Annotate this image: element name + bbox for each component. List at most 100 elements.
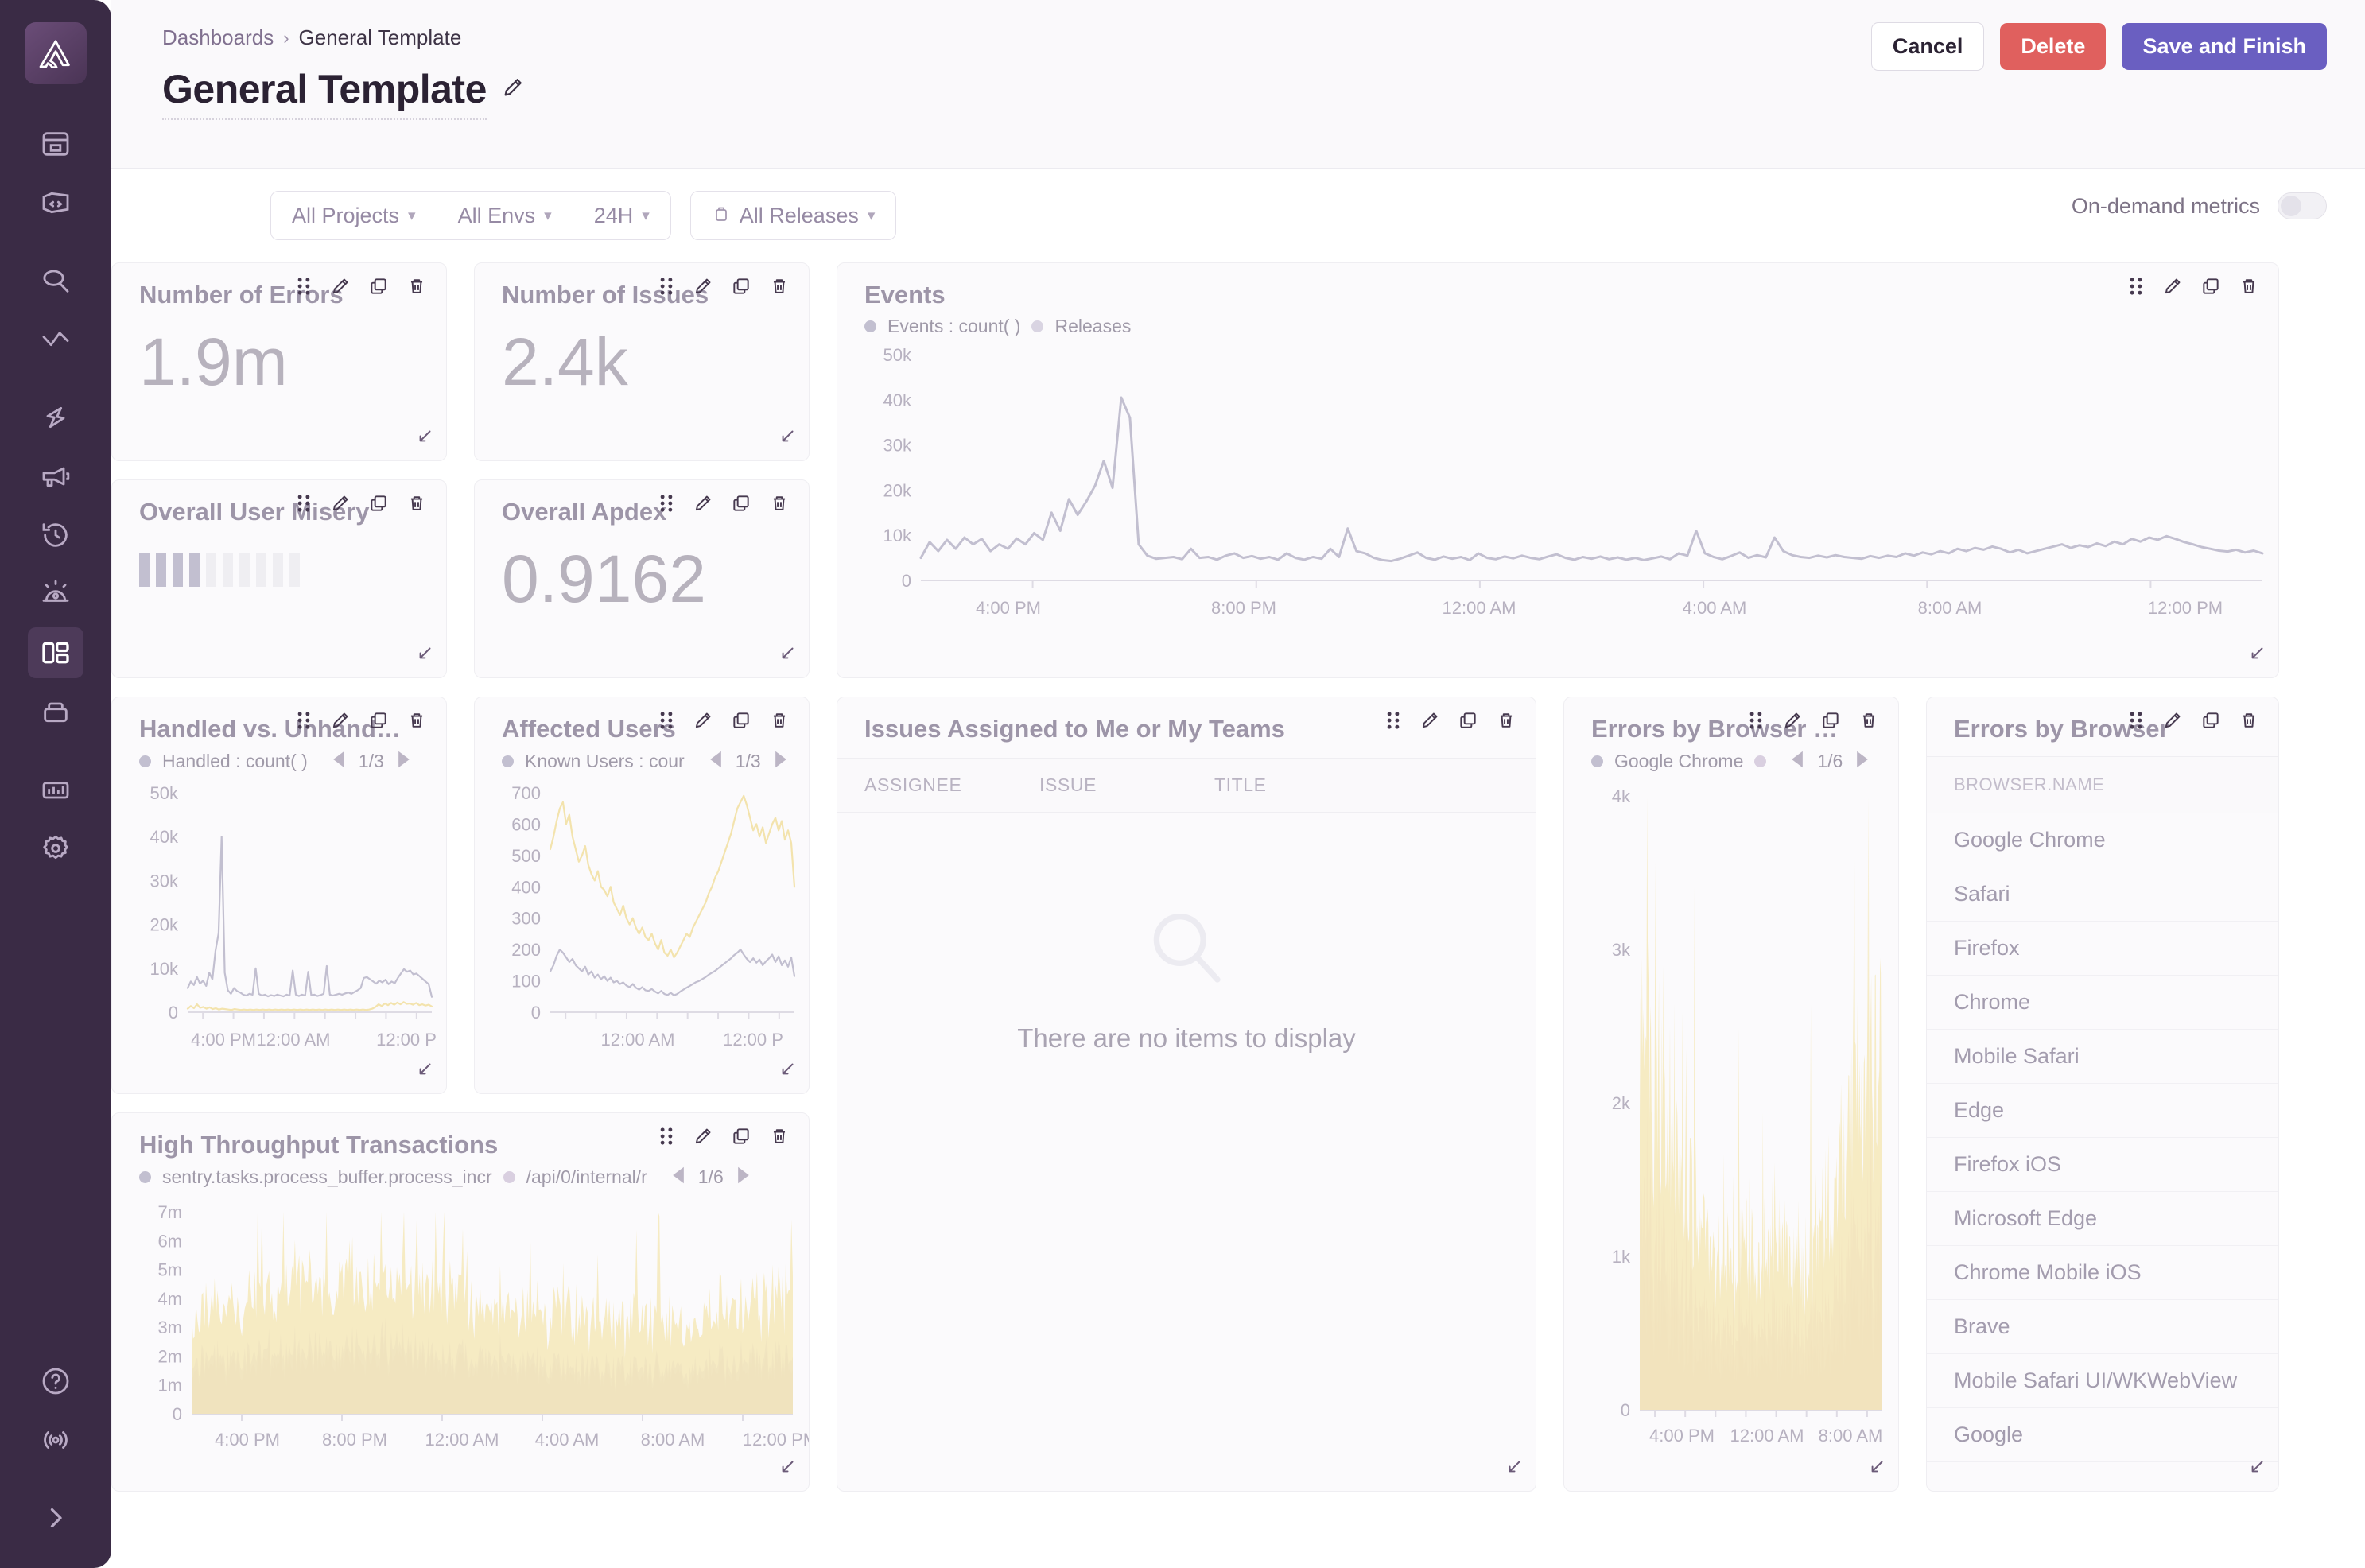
delete-button[interactable]: Delete (2000, 23, 2107, 70)
sentry-logo-icon[interactable] (25, 22, 87, 84)
widget-handled-vs-unhandled[interactable]: Handled vs. Unhandled Handled : count( )… (111, 697, 447, 1094)
pencil-icon[interactable] (693, 493, 713, 518)
trash-icon[interactable] (769, 710, 790, 735)
sidebar-expand[interactable] (28, 1492, 83, 1543)
trash-icon[interactable] (2239, 276, 2259, 301)
list-item[interactable]: Google (1927, 1408, 2278, 1462)
resize-handle-icon[interactable] (777, 643, 798, 668)
release-filter[interactable]: All Releases ▾ (691, 192, 896, 239)
page-title[interactable]: General Template (162, 68, 487, 120)
trash-icon[interactable] (406, 276, 427, 301)
pencil-icon[interactable] (693, 276, 713, 301)
sidebar-item-stats[interactable] (28, 764, 83, 815)
on-demand-metrics-toggle[interactable] (2278, 192, 2327, 219)
list-item[interactable]: Chrome (1927, 976, 2278, 1030)
widget-affected-users[interactable]: Affected Users Known Users : cour 1/3 (474, 697, 810, 1094)
legend-prev-button[interactable] (330, 750, 348, 774)
list-item[interactable]: Microsoft Edge (1927, 1192, 2278, 1246)
duplicate-icon[interactable] (368, 493, 389, 518)
breadcrumb-dashboards[interactable]: Dashboards (162, 25, 274, 49)
trash-icon[interactable] (406, 493, 427, 518)
pencil-icon[interactable] (330, 710, 351, 735)
column-issue[interactable]: ISSUE (1039, 774, 1097, 795)
duplicate-icon[interactable] (731, 1126, 751, 1151)
sidebar-item-alerts[interactable] (28, 569, 83, 619)
resize-handle-icon[interactable] (1504, 1457, 1524, 1481)
column-browser-name[interactable]: BROWSER.NAME (1927, 755, 2278, 813)
legend-prev-button[interactable] (707, 750, 724, 774)
pencil-icon[interactable] (1419, 710, 1440, 735)
sidebar-item-issues[interactable] (28, 118, 83, 169)
project-filter[interactable]: All Projects ▾ (271, 192, 437, 239)
trash-icon[interactable] (769, 493, 790, 518)
legend-prev-button[interactable] (1788, 750, 1806, 774)
resize-handle-icon[interactable] (414, 1059, 435, 1084)
sidebar-item-replays[interactable] (28, 451, 83, 502)
legend-next-button[interactable] (772, 750, 790, 774)
trash-icon[interactable] (406, 710, 427, 735)
drag-handle-icon[interactable] (658, 276, 675, 301)
sidebar-item-profiling[interactable] (28, 392, 83, 443)
column-assignee[interactable]: ASSIGNEE (864, 774, 962, 795)
duplicate-icon[interactable] (2200, 710, 2221, 735)
sidebar-item-performance[interactable] (28, 314, 83, 365)
legend-next-button[interactable] (395, 750, 413, 774)
duplicate-icon[interactable] (368, 710, 389, 735)
resize-handle-icon[interactable] (2247, 643, 2267, 668)
duplicate-icon[interactable] (368, 276, 389, 301)
resize-handle-icon[interactable] (777, 1059, 798, 1084)
time-filter[interactable]: 24H ▾ (573, 192, 670, 239)
trash-icon[interactable] (1496, 710, 1516, 735)
duplicate-icon[interactable] (1820, 710, 1841, 735)
resize-handle-icon[interactable] (777, 426, 798, 451)
legend-prev-button[interactable] (670, 1166, 687, 1190)
resize-handle-icon[interactable] (2247, 1457, 2267, 1481)
list-item[interactable]: Firefox (1927, 922, 2278, 976)
sidebar-broadcast[interactable] (28, 1415, 83, 1465)
pencil-icon[interactable] (2162, 710, 2183, 735)
drag-handle-icon[interactable] (295, 493, 313, 518)
drag-handle-icon[interactable] (1747, 710, 1765, 735)
list-item[interactable]: Mobile Safari UI/WKWebView (1927, 1354, 2278, 1408)
list-item[interactable]: Safari (1927, 867, 2278, 922)
drag-handle-icon[interactable] (295, 710, 313, 735)
widget-errors-by-browser[interactable]: Errors by Browser BROWSER.NAME Google Ch… (1926, 697, 2279, 1492)
save-and-finish-button[interactable]: Save and Finish (2122, 23, 2327, 70)
sidebar-item-dashboards[interactable] (28, 627, 83, 678)
resize-handle-icon[interactable] (414, 426, 435, 451)
drag-handle-icon[interactable] (295, 276, 313, 301)
list-item[interactable]: Chrome Mobile iOS (1927, 1246, 2278, 1300)
duplicate-icon[interactable] (1458, 710, 1478, 735)
trash-icon[interactable] (2239, 710, 2259, 735)
widget-errors-by-browser-overtime[interactable]: Errors by Browser Ove… Google Chrome 1/6 (1563, 697, 1899, 1492)
trash-icon[interactable] (769, 1126, 790, 1151)
sidebar-item-settings[interactable] (28, 823, 83, 874)
drag-handle-icon[interactable] (658, 493, 675, 518)
drag-handle-icon[interactable] (658, 710, 675, 735)
legend-next-button[interactable] (735, 1166, 752, 1190)
resize-handle-icon[interactable] (777, 1457, 798, 1481)
pencil-icon[interactable] (1782, 710, 1803, 735)
resize-handle-icon[interactable] (1866, 1457, 1887, 1481)
env-filter[interactable]: All Envs ▾ (437, 192, 573, 239)
trash-icon[interactable] (1858, 710, 1879, 735)
list-item[interactable]: Mobile Safari (1927, 1030, 2278, 1084)
sidebar-item-releases[interactable] (28, 686, 83, 737)
resize-handle-icon[interactable] (414, 643, 435, 668)
pencil-icon[interactable] (501, 76, 525, 103)
widget-number-of-errors[interactable]: Number of Errors 1.9m (111, 262, 447, 461)
list-item[interactable]: Google Chrome (1927, 813, 2278, 867)
widget-issues-assigned[interactable]: Issues Assigned to Me or My Teams ASSIGN… (837, 697, 1536, 1492)
duplicate-icon[interactable] (731, 710, 751, 735)
list-item[interactable]: Brave (1927, 1300, 2278, 1354)
sidebar-item-discover[interactable] (28, 255, 83, 306)
list-item[interactable]: Firefox iOS (1927, 1138, 2278, 1192)
pencil-icon[interactable] (330, 493, 351, 518)
sidebar-item-crons[interactable] (28, 510, 83, 561)
drag-handle-icon[interactable] (2127, 276, 2145, 301)
widget-overall-apdex[interactable]: Overall Apdex 0.9162 (474, 479, 810, 678)
column-title[interactable]: TITLE (1214, 774, 1267, 795)
duplicate-icon[interactable] (2200, 276, 2221, 301)
trash-icon[interactable] (769, 276, 790, 301)
drag-handle-icon[interactable] (2127, 710, 2145, 735)
